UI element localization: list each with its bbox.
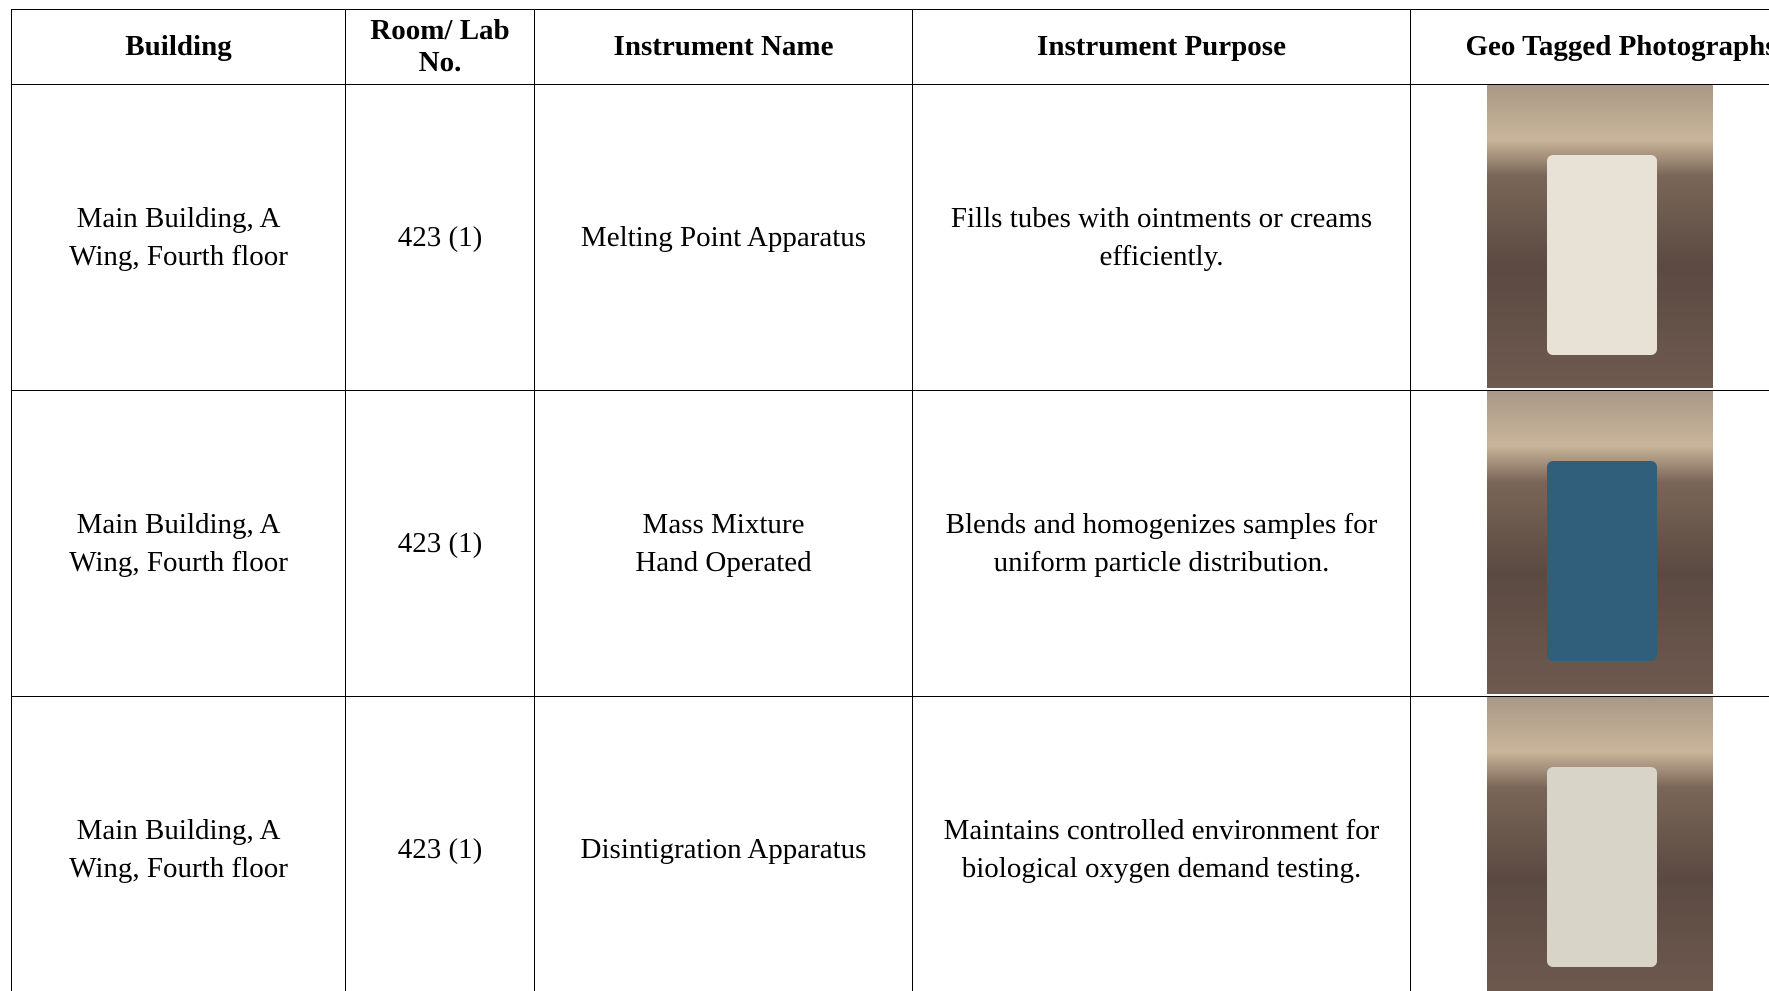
table-cell: Mass Mixture Hand Operated <box>534 390 913 697</box>
table-row: Main Building, A Wing, Fourth floor 423 (… <box>11 84 1769 391</box>
table-cell: Main Building, A Wing, Fourth floor <box>11 696 346 991</box>
instrument-shape <box>1547 767 1657 967</box>
photo-cell <box>1410 696 1769 991</box>
photo-cell <box>1410 390 1769 697</box>
table-cell: Main Building, A Wing, Fourth floor <box>11 84 346 391</box>
header-cell: Instrument Purpose <box>912 9 1411 85</box>
table-cell: Main Building, A Wing, Fourth floor <box>11 390 346 697</box>
instrument-shape <box>1547 155 1657 355</box>
geo-photo <box>1487 391 1713 694</box>
table-row: Main Building, A Wing, Fourth floor 423 (… <box>11 390 1769 697</box>
table-cell: Disintigration Apparatus <box>534 696 913 991</box>
header-cell: Geo Tagged Photographs <box>1410 9 1769 85</box>
table-row: Main Building, A Wing, Fourth floor 423 (… <box>11 696 1769 991</box>
table-cell: 423 (1) <box>345 696 535 991</box>
header-row: Building Room/ Lab No. Instrument Name Inst… <box>11 9 1769 85</box>
geo-photo <box>1487 697 1713 991</box>
table-cell: Melting Point Apparatus <box>534 84 913 391</box>
table-cell: Maintains controlled environment for bio… <box>912 696 1411 991</box>
table-cell: 423 (1) <box>345 84 535 391</box>
header-cell: Room/ Lab No. <box>345 9 535 85</box>
header-cell: Instrument Name <box>534 9 913 85</box>
table-body: Main Building, A Wing, Fourth floor 423 (… <box>11 84 1769 991</box>
table-cell: 423 (1) <box>345 390 535 697</box>
instrument-table: Building Room/ Lab No. Instrument Name Inst… <box>11 9 1769 991</box>
instrument-shape <box>1547 461 1657 661</box>
table-cell: Blends and homogenizes samples for unifo… <box>912 390 1411 697</box>
photo-cell <box>1410 84 1769 391</box>
header-cell: Building <box>11 9 346 85</box>
table-cell: Fills tubes with ointments or creams eff… <box>912 84 1411 391</box>
geo-photo <box>1487 85 1713 388</box>
